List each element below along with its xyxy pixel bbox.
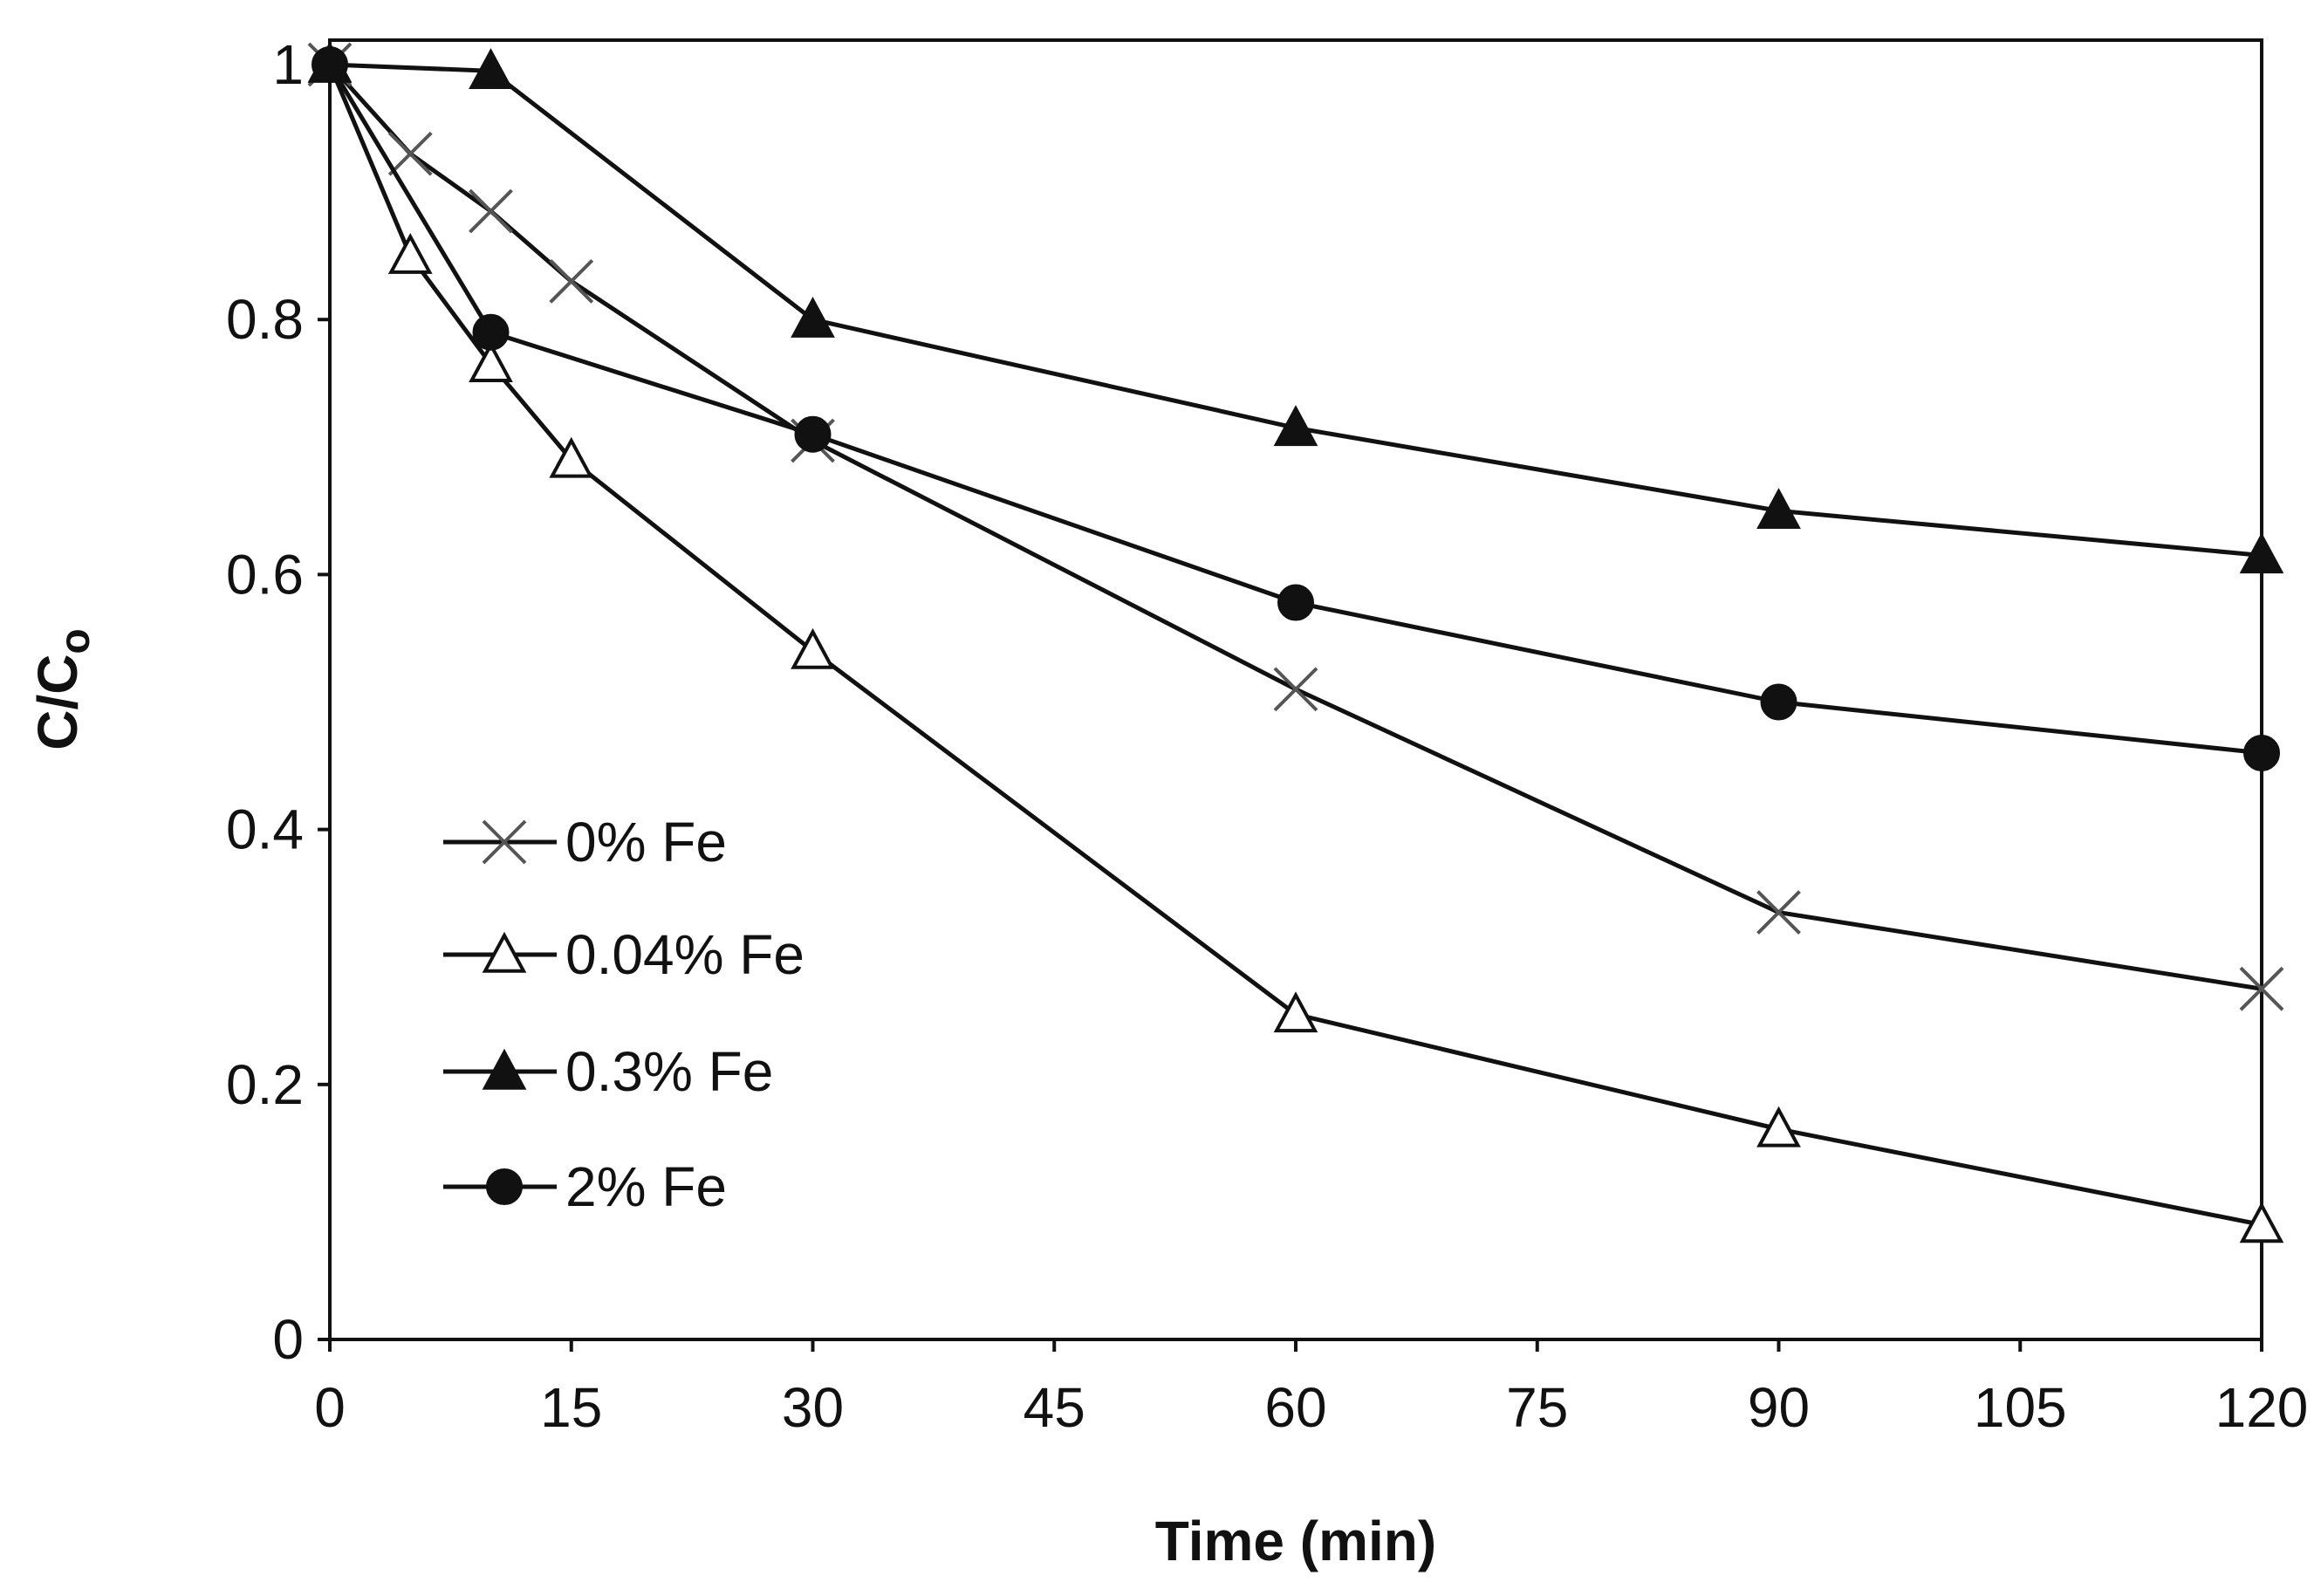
data-point bbox=[1273, 991, 1318, 1033]
data-point bbox=[312, 46, 348, 83]
data-point bbox=[1273, 405, 1318, 447]
legend-label: 0.04% Fe bbox=[565, 923, 804, 986]
series-0-3-fe bbox=[307, 41, 2284, 574]
x-tick-label: 90 bbox=[1748, 1376, 1810, 1439]
legend: 0% Fe 0.04% Fe 0.3% Fe 2% Fe bbox=[443, 811, 804, 1218]
legend-item: 0.04% Fe bbox=[443, 923, 804, 986]
series-layer bbox=[307, 41, 2284, 1243]
x-tick-label: 75 bbox=[1506, 1376, 1568, 1439]
data-point bbox=[387, 232, 433, 274]
y-axis: 0 0.2 0.4 0.6 0.8 1 bbox=[226, 33, 330, 1371]
legend-label: 0.3% Fe bbox=[565, 1040, 773, 1103]
y-tick-label: 0.2 bbox=[226, 1053, 304, 1116]
data-point bbox=[1756, 1106, 1801, 1147]
y-tick-label: 0 bbox=[272, 1308, 304, 1371]
y-axis-title: C/Co bbox=[26, 628, 99, 750]
data-point bbox=[469, 48, 513, 90]
y-tick-label: 1 bbox=[272, 33, 304, 96]
series-0-fe bbox=[307, 42, 2284, 1011]
data-point bbox=[472, 313, 510, 351]
legend-label: 2% Fe bbox=[565, 1155, 727, 1218]
data-point bbox=[2239, 532, 2284, 574]
legend-marker bbox=[482, 931, 527, 973]
data-point bbox=[1760, 683, 1797, 721]
x-axis-title: Time (min) bbox=[1155, 1510, 1436, 1572]
x-tick-label: 30 bbox=[782, 1376, 844, 1439]
data-point bbox=[2239, 1202, 2284, 1243]
x-tick-label: 15 bbox=[540, 1376, 602, 1439]
legend-item: 0% Fe bbox=[443, 811, 727, 873]
data-point bbox=[1277, 584, 1314, 621]
x-axis: 0 15 30 45 60 75 90 105 120 bbox=[314, 1339, 2308, 1439]
series-line bbox=[328, 63, 2263, 991]
legend-label: 0% Fe bbox=[565, 811, 727, 873]
data-point bbox=[469, 341, 513, 383]
x-tick-label: 120 bbox=[2215, 1376, 2309, 1439]
data-point bbox=[387, 131, 433, 176]
data-point bbox=[1756, 890, 1801, 935]
legend-marker bbox=[482, 819, 527, 865]
legend-marker bbox=[482, 1048, 527, 1090]
x-tick-label: 105 bbox=[1974, 1376, 2067, 1439]
y-tick-label: 0.8 bbox=[226, 288, 304, 351]
series-0-04-fe bbox=[307, 41, 2284, 1243]
y-tick-label: 0.4 bbox=[226, 798, 304, 861]
x-tick-label: 45 bbox=[1024, 1376, 1085, 1439]
data-point bbox=[791, 627, 835, 669]
x-tick-label: 60 bbox=[1264, 1376, 1326, 1439]
data-point bbox=[469, 188, 513, 234]
data-point bbox=[2243, 734, 2280, 771]
legend-marker bbox=[486, 1168, 523, 1205]
data-point bbox=[1756, 488, 1801, 530]
series-2-fe bbox=[312, 46, 2280, 771]
data-point bbox=[794, 415, 832, 453]
legend-item: 0.3% Fe bbox=[443, 1040, 773, 1103]
legend-item: 2% Fe bbox=[443, 1155, 727, 1218]
data-point bbox=[791, 296, 835, 338]
series-line bbox=[327, 63, 2263, 756]
y-axis-title-subscript: o bbox=[52, 628, 99, 654]
data-point bbox=[549, 258, 594, 304]
y-tick-label: 0.6 bbox=[226, 543, 304, 606]
y-axis-title-main: C/C bbox=[26, 654, 89, 750]
series-line bbox=[329, 62, 2263, 558]
data-point bbox=[549, 436, 594, 478]
x-tick-label: 0 bbox=[314, 1376, 346, 1439]
data-point bbox=[2239, 966, 2284, 1011]
data-point bbox=[1273, 667, 1318, 712]
